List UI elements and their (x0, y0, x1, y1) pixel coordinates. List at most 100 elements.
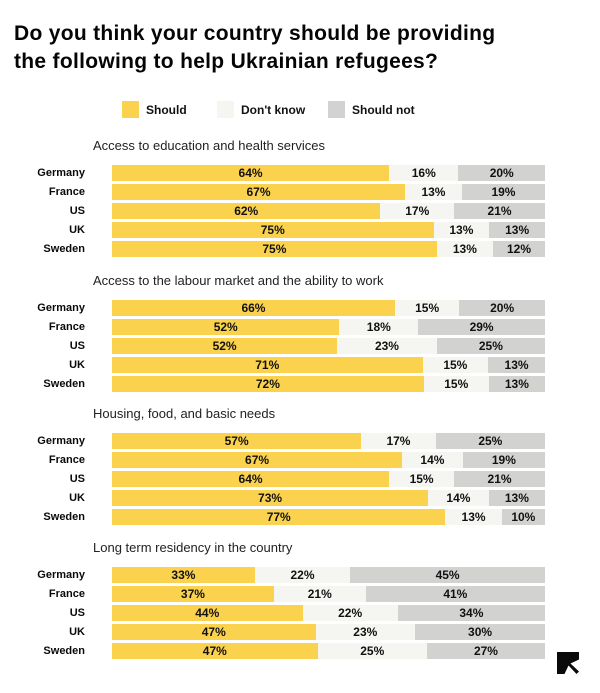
bar-rows: Germany 64% 16% 20% France 67% 13% 19% US 62% 17% 2… (0, 165, 545, 260)
country-label: Germany (37, 302, 85, 314)
bar-row: UK 75% 13% 13% (0, 222, 545, 238)
page-title: Do you think your country should be prov… (14, 20, 592, 76)
segment-value-label: 72% (255, 377, 280, 391)
segment-value-label: 52% (213, 320, 238, 334)
country-label: UK (69, 626, 85, 638)
stacked-bar: 57% 17% 25% (112, 433, 545, 449)
bar-segment-don-t-know: 13% (405, 184, 462, 200)
bar-segment-should: 33% (112, 567, 255, 583)
bar-segment-should-not: 27% (426, 643, 545, 659)
country-label: Sweden (43, 645, 85, 657)
bar-row: Germany 57% 17% 25% (0, 433, 545, 449)
country-label: UK (69, 224, 85, 236)
stacked-bar: 62% 17% 21% (112, 203, 545, 219)
bar-segment-don-t-know: 15% (423, 376, 489, 392)
bar-row: US 62% 17% 21% (0, 203, 545, 219)
bar-segment-should: 75% (112, 241, 437, 257)
country-label: Germany (37, 435, 85, 447)
segment-value-label: 13% (504, 491, 529, 505)
segment-value-label: 16% (411, 166, 436, 180)
segment-value-label: 29% (469, 320, 494, 334)
bar-segment-should-not: 20% (459, 300, 546, 316)
stacked-bar: 67% 13% 19% (112, 184, 545, 200)
bar-rows: Germany 57% 17% 25% France 67% 14% 19% US 64% 15% 2… (0, 433, 546, 528)
bar-segment-don-t-know: 14% (428, 490, 489, 506)
bar-segment-don-t-know: 21% (273, 586, 366, 602)
segment-value-label: 14% (420, 453, 445, 467)
segment-value-label: 21% (307, 587, 332, 601)
segment-value-label: 14% (446, 491, 471, 505)
bar-segment-should: 57% (112, 433, 362, 449)
bar-segment-should-not: 12% (493, 241, 545, 257)
bar-row: Germany 64% 16% 20% (0, 165, 545, 181)
country-label: Sweden (43, 511, 85, 523)
bar-segment-don-t-know: 17% (380, 203, 455, 219)
country-label: France (48, 588, 85, 600)
segment-value-label: 13% (461, 510, 486, 524)
bar-segment-should-not: 29% (418, 319, 546, 335)
bar-segment-should: 71% (112, 357, 423, 373)
country-label: US (69, 607, 85, 619)
segment-value-label: 37% (180, 587, 205, 601)
stacked-bar: 52% 18% 29% (112, 319, 546, 335)
bar-rows: Germany 33% 22% 45% France 37% 21% 41% US 44% 22% 3… (0, 567, 546, 662)
bar-segment-should-not: 19% (462, 452, 545, 468)
stacked-bar: 67% 14% 19% (112, 452, 545, 468)
bar-segment-don-t-know: 15% (394, 300, 460, 316)
stacked-bar: 64% 16% 20% (112, 165, 545, 181)
segment-value-label: 20% (490, 301, 515, 315)
irc-arrow-logo-icon (557, 652, 579, 674)
bar-segment-should-not: 25% (436, 338, 545, 354)
country-label: US (69, 340, 85, 352)
segment-value-label: 22% (290, 568, 315, 582)
bar-segment-don-t-know: 23% (315, 624, 416, 640)
bar-segment-don-t-know: 22% (254, 567, 351, 583)
bar-segment-should: 62% (112, 203, 381, 219)
country-label: Sweden (43, 243, 85, 255)
segment-value-label: 27% (473, 644, 498, 658)
stacked-bar: 72% 15% 13% (112, 376, 546, 392)
country-label: Germany (37, 167, 85, 179)
bar-segment-should-not: 10% (501, 509, 545, 525)
legend-swatch-should-not (328, 101, 345, 118)
segment-value-label: 15% (444, 377, 469, 391)
segment-value-label: 17% (386, 434, 411, 448)
section-title: Access to education and health services (93, 138, 325, 153)
country-label: US (69, 473, 85, 485)
bar-segment-should: 52% (112, 319, 340, 335)
bar-segment-should-not: 20% (458, 165, 545, 181)
legend-label-should-not: Should not (352, 102, 415, 117)
bar-segment-should: 47% (112, 643, 318, 659)
bar-segment-should: 66% (112, 300, 395, 316)
chart-section: Long term residency in the country German… (0, 540, 600, 662)
bar-segment-should: 72% (112, 376, 424, 392)
stacked-bar: 47% 23% 30% (112, 624, 546, 640)
bar-segment-should-not: 30% (415, 624, 546, 640)
stacked-bar: 47% 25% 27% (112, 643, 545, 659)
country-label: Germany (37, 569, 85, 581)
segment-value-label: 75% (260, 223, 285, 237)
bar-segment-don-t-know: 18% (339, 319, 419, 335)
bar-segment-don-t-know: 25% (317, 643, 427, 659)
legend: Should Don't know Should not (0, 101, 600, 121)
bar-row: Sweden 47% 25% 27% (0, 643, 545, 659)
bar-row: France 37% 21% 41% (0, 586, 545, 602)
stacked-bar: 77% 13% 10% (112, 509, 545, 525)
bar-segment-don-t-know: 13% (445, 509, 502, 525)
bar-segment-don-t-know: 22% (302, 605, 398, 621)
segment-value-label: 67% (246, 185, 271, 199)
section-title: Long term residency in the country (93, 540, 293, 555)
bar-segment-don-t-know: 16% (389, 165, 459, 181)
segment-value-label: 64% (238, 472, 263, 486)
bar-rows: Germany 66% 15% 20% France 52% 18% 29% US 52% 23% 2… (0, 300, 546, 395)
bar-segment-should-not: 19% (461, 184, 545, 200)
segment-value-label: 17% (405, 204, 430, 218)
segment-value-label: 12% (507, 242, 532, 256)
legend-swatch-should (122, 101, 139, 118)
stacked-bar: 66% 15% 20% (112, 300, 546, 316)
country-label: US (69, 205, 85, 217)
bar-segment-don-t-know: 15% (389, 471, 455, 487)
segment-value-label: 64% (238, 166, 263, 180)
segment-value-label: 66% (241, 301, 266, 315)
country-label: UK (69, 359, 85, 371)
